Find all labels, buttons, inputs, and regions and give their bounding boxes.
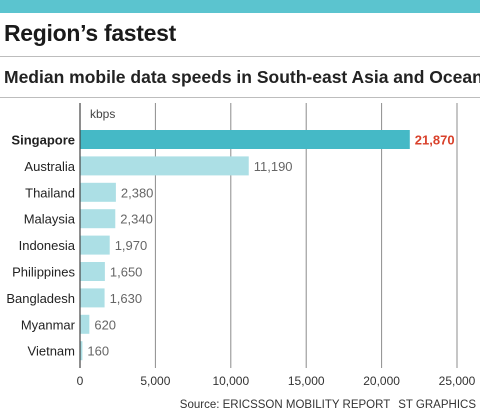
value-label-malaysia: 2,340 <box>120 212 153 227</box>
unit-label: kbps <box>90 107 115 121</box>
bar-chart: kbps Singapore 21,870 Australia 11,190 Thaila… <box>6 103 476 388</box>
value-label-indonesia: 1,970 <box>115 238 148 253</box>
bar-philippines <box>80 262 105 281</box>
bar-malaysia <box>80 209 116 229</box>
credit-text: ST GRAPHICS <box>398 399 476 411</box>
x-tick-label-1: 5,000 <box>140 374 170 388</box>
x-tick-label-5: 25,000 <box>439 374 476 388</box>
chart-subtitle: Median mobile data speeds in South-east … <box>4 67 480 87</box>
x-tick-label-4: 20,000 <box>363 374 400 388</box>
x-tick-label-3: 15,000 <box>288 374 325 388</box>
chart-title: Region’s fastest <box>4 20 177 46</box>
value-label-thailand: 2,380 <box>121 185 154 200</box>
bar-bangladesh <box>80 288 105 308</box>
accent-bar <box>0 0 480 13</box>
category-label-indonesia: Indonesia <box>19 238 76 253</box>
bar-thailand <box>80 182 116 202</box>
subtitle-divider <box>0 97 480 98</box>
category-label-bangladesh: Bangladesh <box>6 291 75 306</box>
value-label-vietnam: 160 <box>87 344 109 359</box>
category-label-thailand: Thailand <box>25 185 75 200</box>
category-label-myanmar: Myanmar <box>21 317 76 332</box>
value-label-bangladesh: 1,630 <box>110 291 143 306</box>
title-divider <box>0 56 480 57</box>
source-text: Source: ERICSSON MOBILITY REPORT <box>179 399 391 411</box>
value-label-singapore: 21,870 <box>415 133 455 148</box>
x-tick-label-0: 0 <box>77 374 84 388</box>
category-label-malaysia: Malaysia <box>24 212 76 227</box>
bar-myanmar <box>80 314 90 334</box>
value-label-philippines: 1,650 <box>110 265 143 280</box>
category-label-singapore: Singapore <box>11 133 75 148</box>
value-label-myanmar: 620 <box>94 317 116 332</box>
bar-vietnam <box>80 341 83 361</box>
bar-singapore <box>80 130 410 149</box>
category-label-philippines: Philippines <box>12 265 75 280</box>
bar-australia <box>80 156 249 176</box>
source-note: Source: ERICSSON MOBILITY REPORT ST GRAPH… <box>180 399 476 411</box>
x-tick-label-2: 10,000 <box>212 374 249 388</box>
category-label-australia: Australia <box>24 159 75 174</box>
bar-indonesia <box>80 235 110 255</box>
value-label-australia: 11,190 <box>254 159 293 174</box>
category-label-vietnam: Vietnam <box>28 344 75 359</box>
